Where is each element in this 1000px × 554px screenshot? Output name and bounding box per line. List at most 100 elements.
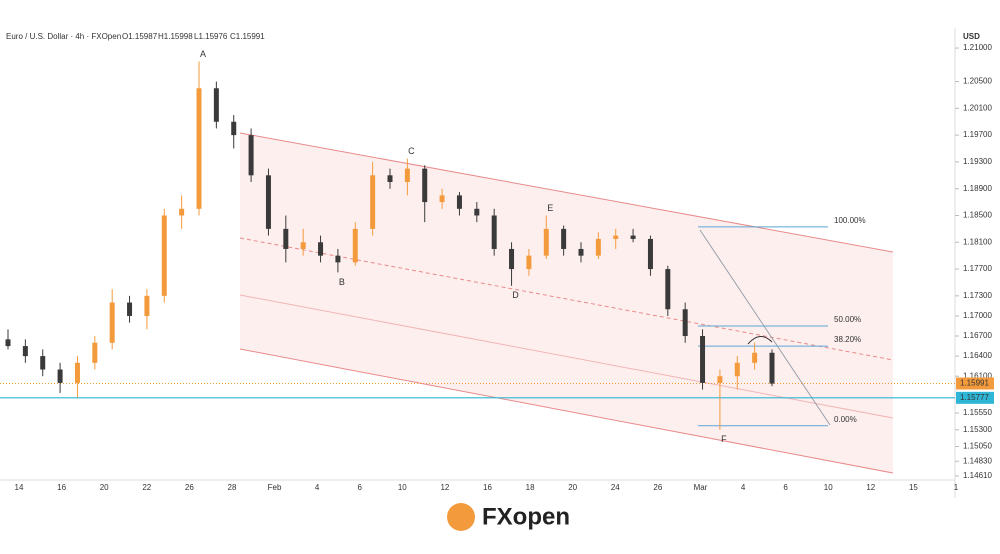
candle-body (196, 88, 202, 209)
candle-body (283, 228, 289, 249)
x-tick-label: 12 (866, 483, 875, 492)
y-tick-label: 1.17300 (963, 291, 992, 300)
candle-body (92, 342, 98, 363)
candle-body (647, 238, 653, 270)
ohlc-label: H1.15998 (158, 32, 193, 41)
x-tick-label: 6 (783, 483, 788, 492)
channel-mid (239, 237, 894, 361)
x-tick-label: 1 (954, 483, 959, 492)
candle-body (543, 228, 549, 256)
candle-body (387, 175, 393, 183)
annotation: D (512, 290, 519, 300)
x-tick-label: 26 (185, 483, 194, 492)
candle-body (265, 175, 271, 229)
candle-body (22, 346, 28, 357)
candle-body (127, 302, 133, 316)
candle-body (717, 376, 723, 383)
candle-body (630, 235, 636, 239)
brand-logo: FXopen (447, 503, 570, 531)
candle-body (404, 168, 410, 183)
candle-body (752, 352, 758, 363)
candle-body (318, 242, 324, 256)
candle-body (144, 295, 150, 316)
candle-body (161, 215, 167, 296)
y-tick-label: 1.18900 (963, 184, 992, 193)
trend-line (699, 229, 831, 426)
annotation: F (721, 434, 727, 444)
x-tick-label: 4 (315, 483, 320, 492)
annotation: E (547, 203, 553, 213)
annotation: A (200, 49, 206, 59)
y-tick-label: 1.19700 (963, 130, 992, 139)
x-tick-label: 10 (398, 483, 407, 492)
candle-body (665, 269, 671, 310)
fib-label: 38.20% (834, 335, 861, 344)
ohlc-label: O1.15987 (122, 32, 158, 41)
candle-body (74, 362, 80, 383)
candle-body (595, 238, 601, 256)
fib-label: 0.00% (834, 415, 857, 424)
y-tick-label: 1.16400 (963, 351, 992, 360)
candle-body (509, 248, 515, 270)
fib-label: 50.00% (834, 315, 861, 324)
candle-body (370, 175, 376, 229)
y-tick-label: 1.15300 (963, 425, 992, 434)
candle-body (769, 352, 775, 384)
candle-body (231, 121, 237, 136)
channel-fill (240, 133, 893, 473)
brand-icon (447, 503, 475, 531)
ohlc-label: L1.15976 (194, 32, 228, 41)
y-tick-label: 1.14610 (963, 471, 992, 480)
candle-body (248, 135, 254, 176)
candle-body (109, 302, 115, 343)
annotation: B (339, 277, 345, 287)
candle-body (561, 228, 567, 249)
x-tick-label: Mar (694, 483, 708, 492)
x-tick-label: 28 (228, 483, 237, 492)
x-tick-label: 15 (909, 483, 918, 492)
candle-body (613, 235, 619, 239)
candle-body (526, 255, 532, 270)
brand-name: FXopen (482, 503, 570, 530)
x-tick-label: 22 (142, 483, 151, 492)
candle-body (40, 356, 46, 370)
candle-body (179, 208, 185, 216)
y-tick-label: 1.17000 (963, 311, 992, 320)
y-tick-label: 1.20500 (963, 77, 992, 86)
candle-body (422, 168, 428, 203)
candle-body (474, 208, 480, 216)
candle-body (213, 88, 219, 122)
header-title: Euro / U.S. Dollar · 4h · FXOpen (6, 32, 121, 41)
y-tick-label: 1.14830 (963, 456, 992, 465)
candle-body (682, 309, 688, 337)
x-tick-label: 24 (611, 483, 620, 492)
y-tick-label: 1.15050 (963, 442, 992, 451)
candle-body (734, 362, 740, 377)
x-tick-label: 18 (526, 483, 535, 492)
candle-body (300, 242, 306, 249)
y-tick-label: 1.18500 (963, 211, 992, 220)
candle-body (352, 228, 358, 263)
x-tick-label: 10 (824, 483, 833, 492)
x-tick-label: 26 (653, 483, 662, 492)
arrow-curve (747, 336, 773, 345)
y-tick-label: 1.18100 (963, 237, 992, 246)
candle-body (5, 339, 11, 347)
candle-body (700, 336, 706, 383)
y-tick-label: 1.19300 (963, 157, 992, 166)
price-tag (956, 391, 994, 404)
y-tick-label: 1.20100 (963, 103, 992, 112)
x-tick-label: 20 (568, 483, 577, 492)
candle-body (578, 248, 584, 256)
candle-body (491, 215, 497, 249)
candle-body (335, 255, 341, 263)
candle-body (439, 195, 445, 203)
ohlc-label: C1.15991 (230, 32, 265, 41)
y-tick-label: 1.17700 (963, 264, 992, 273)
annotation: C (408, 146, 415, 156)
x-tick-label: 16 (57, 483, 66, 492)
x-tick-label: 6 (358, 483, 363, 492)
x-tick-label: 14 (15, 483, 24, 492)
